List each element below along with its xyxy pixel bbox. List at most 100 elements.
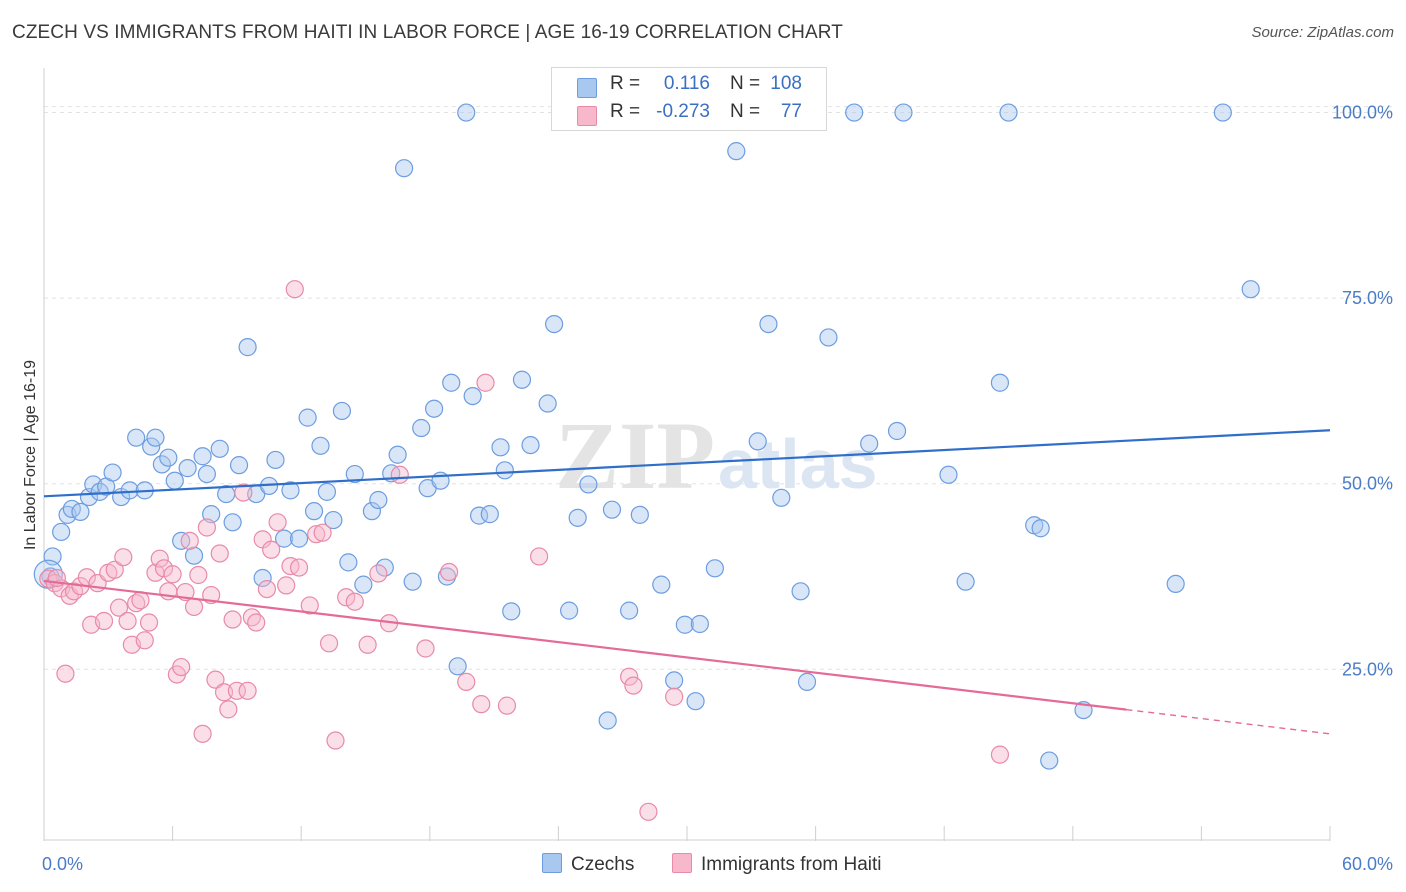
data-point [845,103,864,122]
data-point [304,502,324,521]
data-point [71,502,90,521]
data-point [495,461,514,480]
data-point [748,432,767,451]
watermark: ZIP atlas [555,402,878,509]
source-credit: Source: ZipAtlas.com [1251,24,1394,41]
chart-title: CZECH VS IMMIGRANTS FROM HAITI IN LABOR … [12,22,843,43]
data-point [150,549,169,568]
data-point [307,525,326,544]
data-point [165,471,184,490]
data-point [285,280,304,299]
data-point [227,681,246,700]
data-point [238,681,257,700]
gridlines [44,106,1392,670]
legend-n-label: N = [730,101,761,122]
data-point [253,568,272,588]
data-point [568,508,587,527]
data-point [602,500,622,519]
data-point [439,562,459,582]
data-point [860,434,879,453]
legend-swatch-czechs [577,78,597,98]
data-point [894,103,913,122]
data-point [388,445,407,464]
data-point [497,696,517,715]
y-tick-label: 100.0% [1332,103,1393,123]
data-point [990,745,1010,764]
data-point [791,582,810,601]
data-point [238,338,257,357]
data-point [424,399,444,418]
data-point [52,522,71,542]
x-tick-label: 0.0% [42,854,83,874]
data-point [139,613,159,632]
data-point [598,711,617,730]
y-tick-label: 50.0% [1342,474,1393,494]
legend-n-value: 77 [780,101,802,122]
data-point [332,401,352,421]
data-point [545,314,564,334]
data-point [268,513,287,532]
data-point [337,588,356,607]
data-point [476,373,495,392]
legend-swatch-haiti [577,106,597,126]
data-point [262,540,281,559]
data-point [1031,519,1050,538]
data-point [369,490,388,510]
data-point [103,463,122,482]
data-point [538,394,557,413]
data-point [416,639,435,658]
data-point [324,510,343,530]
data-point [1241,280,1260,299]
data-point [163,565,182,584]
data-point [1213,103,1232,122]
data-point [317,482,337,501]
data-point [819,328,838,347]
data-point [624,676,643,695]
data-point [412,418,431,438]
data-point [197,518,216,537]
data-point [759,314,778,334]
data-point [189,565,208,585]
data-point [223,610,242,629]
data-point [277,576,296,595]
data-point [705,559,724,578]
series-czechs [33,103,1260,770]
data-point [313,523,332,542]
data-point [956,572,975,591]
legend-r-label: R = [610,73,641,94]
data-point [184,597,204,617]
data-point [326,731,345,750]
series-haiti [39,280,1010,821]
data-point [369,564,388,583]
y-tick-label: 25.0% [1342,659,1393,679]
bottom-legend-label-haiti: Immigrants from Haiti [701,854,882,875]
trend-line [43,429,1331,498]
tick-labels: 25.0% 50.0% 75.0% 100.0% 0.0% 60.0% [42,103,1393,874]
data-point [152,455,171,474]
data-point [521,435,540,455]
data-point [675,615,694,634]
data-point [118,611,137,631]
data-point [665,687,684,706]
data-point [146,428,165,447]
data-point [442,373,461,392]
data-point [210,439,229,458]
data-point [491,438,510,457]
watermark-atlas: atlas [718,425,878,503]
trend-lines [43,429,1331,735]
data-point [135,631,154,650]
data-point [630,505,649,524]
data-point [197,464,216,484]
data-point [579,475,598,494]
data-point [298,408,317,427]
data-point [94,611,114,631]
data-point [1166,574,1185,594]
data-point [665,671,684,690]
bottom-legend-swatch-czechs [542,853,562,873]
data-point [159,448,178,467]
data-point [339,553,358,572]
data-point [184,546,204,565]
data-point [105,560,124,579]
data-point [457,103,476,122]
